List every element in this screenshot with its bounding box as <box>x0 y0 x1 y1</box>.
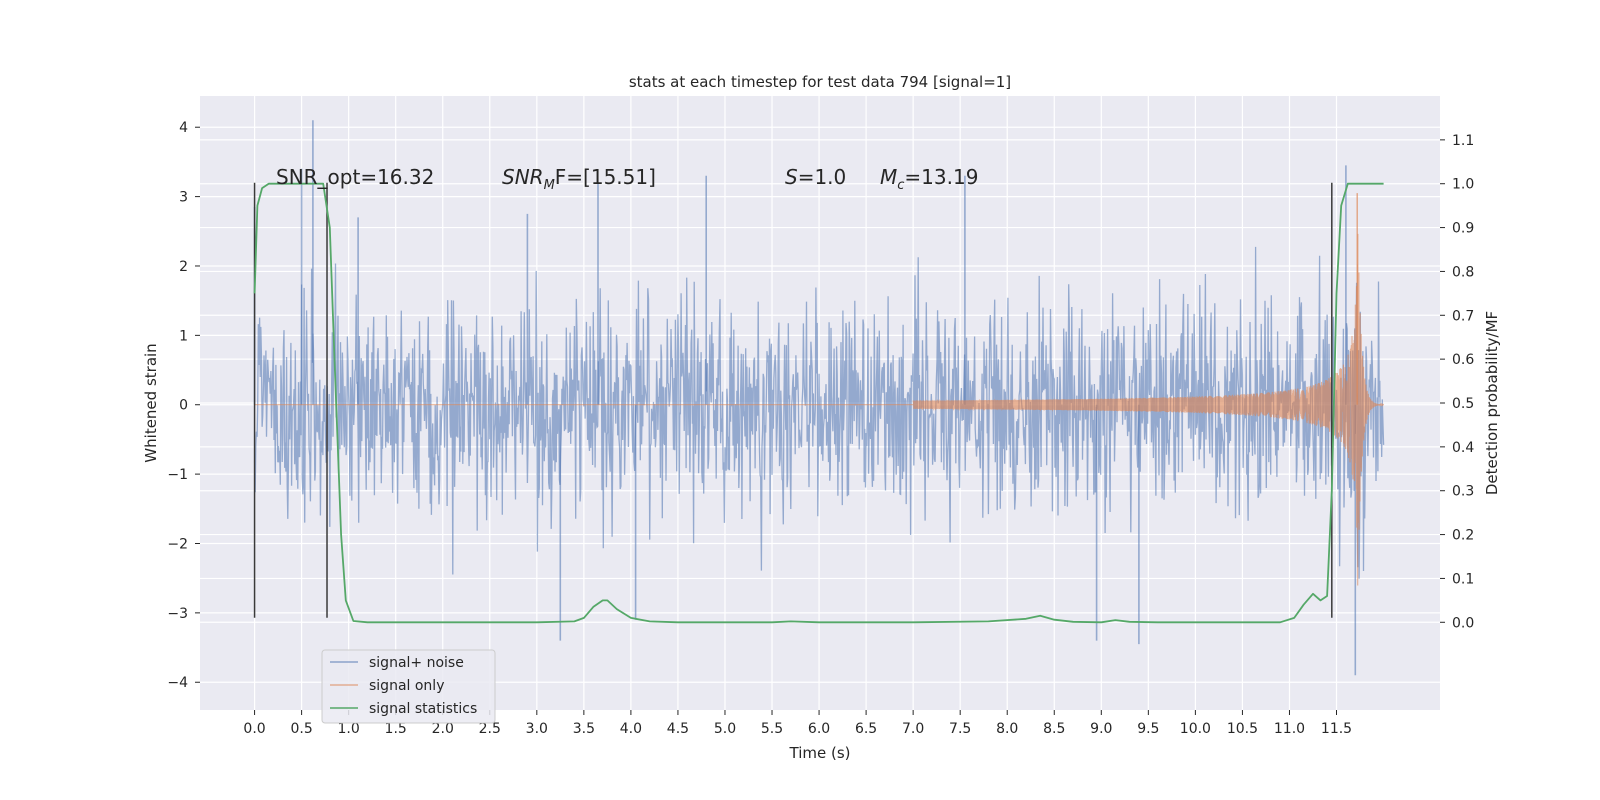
signal-statistics-line <box>253 182 1384 624</box>
y-right-tick-label-5: 0.6 <box>1452 352 1474 368</box>
x-axis-ticks: 0.0 0.5 1.0 1.5 2.0 2.5 3.0 3.5 4.0 4.5 5.0 5.5 6.0 6… <box>243 710 1352 737</box>
y-left-axis-ticks: 4 3 2 1 0 −1 −2 −3 −4 <box>167 120 200 691</box>
s-variable: S <box>785 165 798 189</box>
legend: signal+ noise signal only signal statist… <box>321 649 496 724</box>
y-left-tick-label-8: −4 <box>167 675 188 691</box>
y-left-tick-label-7: −3 <box>167 606 188 622</box>
x-tick-label-22: 11.0 <box>1274 721 1305 737</box>
y-right-tick-label-8: 0.3 <box>1452 484 1474 500</box>
x-tick-label-8: 4.0 <box>620 721 642 737</box>
x-tick-label-14: 7.0 <box>902 721 924 737</box>
x-tick-label-21: 10.5 <box>1227 721 1258 737</box>
y-left-tick-label-3: 1 <box>179 328 188 344</box>
x-tick-label-20: 10.0 <box>1180 721 1211 737</box>
y-left-tick-label-5: −1 <box>167 467 188 483</box>
x-tick-label-9: 4.5 <box>667 721 689 737</box>
x-tick-label-13: 6.5 <box>855 721 877 737</box>
y-right-tick-label-4: 0.7 <box>1452 308 1474 324</box>
signal-statistics-series <box>253 182 1384 624</box>
x-tick-label-16: 8.0 <box>996 721 1018 737</box>
y-left-tick-label-1: 3 <box>179 190 188 206</box>
x-tick-label-17: 8.5 <box>1043 721 1065 737</box>
snr-opt-annotation: SNR_opt=16.32 <box>276 165 434 189</box>
x-tick-label-10: 5.0 <box>714 721 736 737</box>
x-tick-label-11: 5.5 <box>761 721 783 737</box>
x-tick-label-23: 11.5 <box>1321 721 1352 737</box>
chart-title: stats at each timestep for test data 794… <box>629 73 1011 91</box>
y-left-tick-label-2: 2 <box>179 259 188 275</box>
y-right-tick-label-7: 0.4 <box>1452 440 1474 456</box>
mc-value: =13.19 <box>904 165 978 189</box>
y-right-tick-label-0: 1.1 <box>1452 133 1474 149</box>
x-tick-label-1: 0.5 <box>290 721 312 737</box>
y-right-tick-label-3: 0.8 <box>1452 264 1474 280</box>
y-right-tick-label-10: 0.1 <box>1452 571 1474 587</box>
s-annotation: S=1.0 <box>785 165 846 189</box>
y-right-tick-label-1: 1.0 <box>1452 177 1474 193</box>
detection-markers <box>253 182 1333 618</box>
legend-label-signal-statistics: signal statistics <box>369 701 477 717</box>
legend-box <box>321 649 496 724</box>
x-tick-label-5: 2.5 <box>479 721 501 737</box>
x-axis-label: Time (s) <box>789 744 851 762</box>
x-tick-label-3: 1.5 <box>385 721 407 737</box>
snr-mf-prefix: SNR <box>502 165 544 189</box>
y-left-tick-label-6: −2 <box>167 536 188 552</box>
x-tick-label-19: 9.5 <box>1137 721 1159 737</box>
snr-mf-suffix: F=[15.51] <box>555 165 656 189</box>
mc-subscript: c <box>897 178 904 193</box>
legend-label-signal-only: signal only <box>369 678 444 694</box>
x-tick-label-4: 2.0 <box>432 721 454 737</box>
signal-only-series <box>254 193 1385 586</box>
y-left-axis-label: Whitened strain <box>142 343 160 462</box>
x-tick-label-12: 6.0 <box>808 721 830 737</box>
y-left-tick-label-0: 4 <box>179 120 188 136</box>
y-right-axis-label: Detection probability/MF <box>1483 311 1501 495</box>
x-tick-label-7: 3.5 <box>573 721 595 737</box>
s-value: =1.0 <box>798 165 847 189</box>
legend-label-signal-plus-noise: signal+ noise <box>369 655 464 671</box>
y-right-tick-label-2: 0.9 <box>1452 221 1474 237</box>
x-tick-label-6: 3.0 <box>526 721 548 737</box>
snr-mf-annotation: SNRMF=[15.51] <box>502 165 656 193</box>
mc-annotation: Mc=13.19 <box>880 165 978 193</box>
y-right-tick-label-11: 0.0 <box>1452 615 1474 631</box>
x-tick-label-15: 7.5 <box>949 721 971 737</box>
y-right-tick-label-6: 0.5 <box>1452 396 1474 412</box>
annotations: SNR_opt=16.32 SNRMF=[15.51] S=1.0 Mc=13.… <box>276 165 978 193</box>
y-right-tick-label-9: 0.2 <box>1452 528 1474 544</box>
snr-mf-subscript: M <box>544 178 555 193</box>
x-tick-label-18: 9.0 <box>1090 721 1112 737</box>
y-left-tick-label-4: 0 <box>179 398 188 414</box>
y-right-axis-ticks: 1.1 1.0 0.9 0.8 0.7 0.6 0.5 0.4 0.3 0.2 0.1 0.0 <box>1440 133 1474 631</box>
signal-only-line <box>912 233 1385 586</box>
x-tick-label-0: 0.0 <box>243 721 265 737</box>
x-tick-label-2: 1.0 <box>338 721 360 737</box>
mc-variable: M <box>880 165 897 189</box>
